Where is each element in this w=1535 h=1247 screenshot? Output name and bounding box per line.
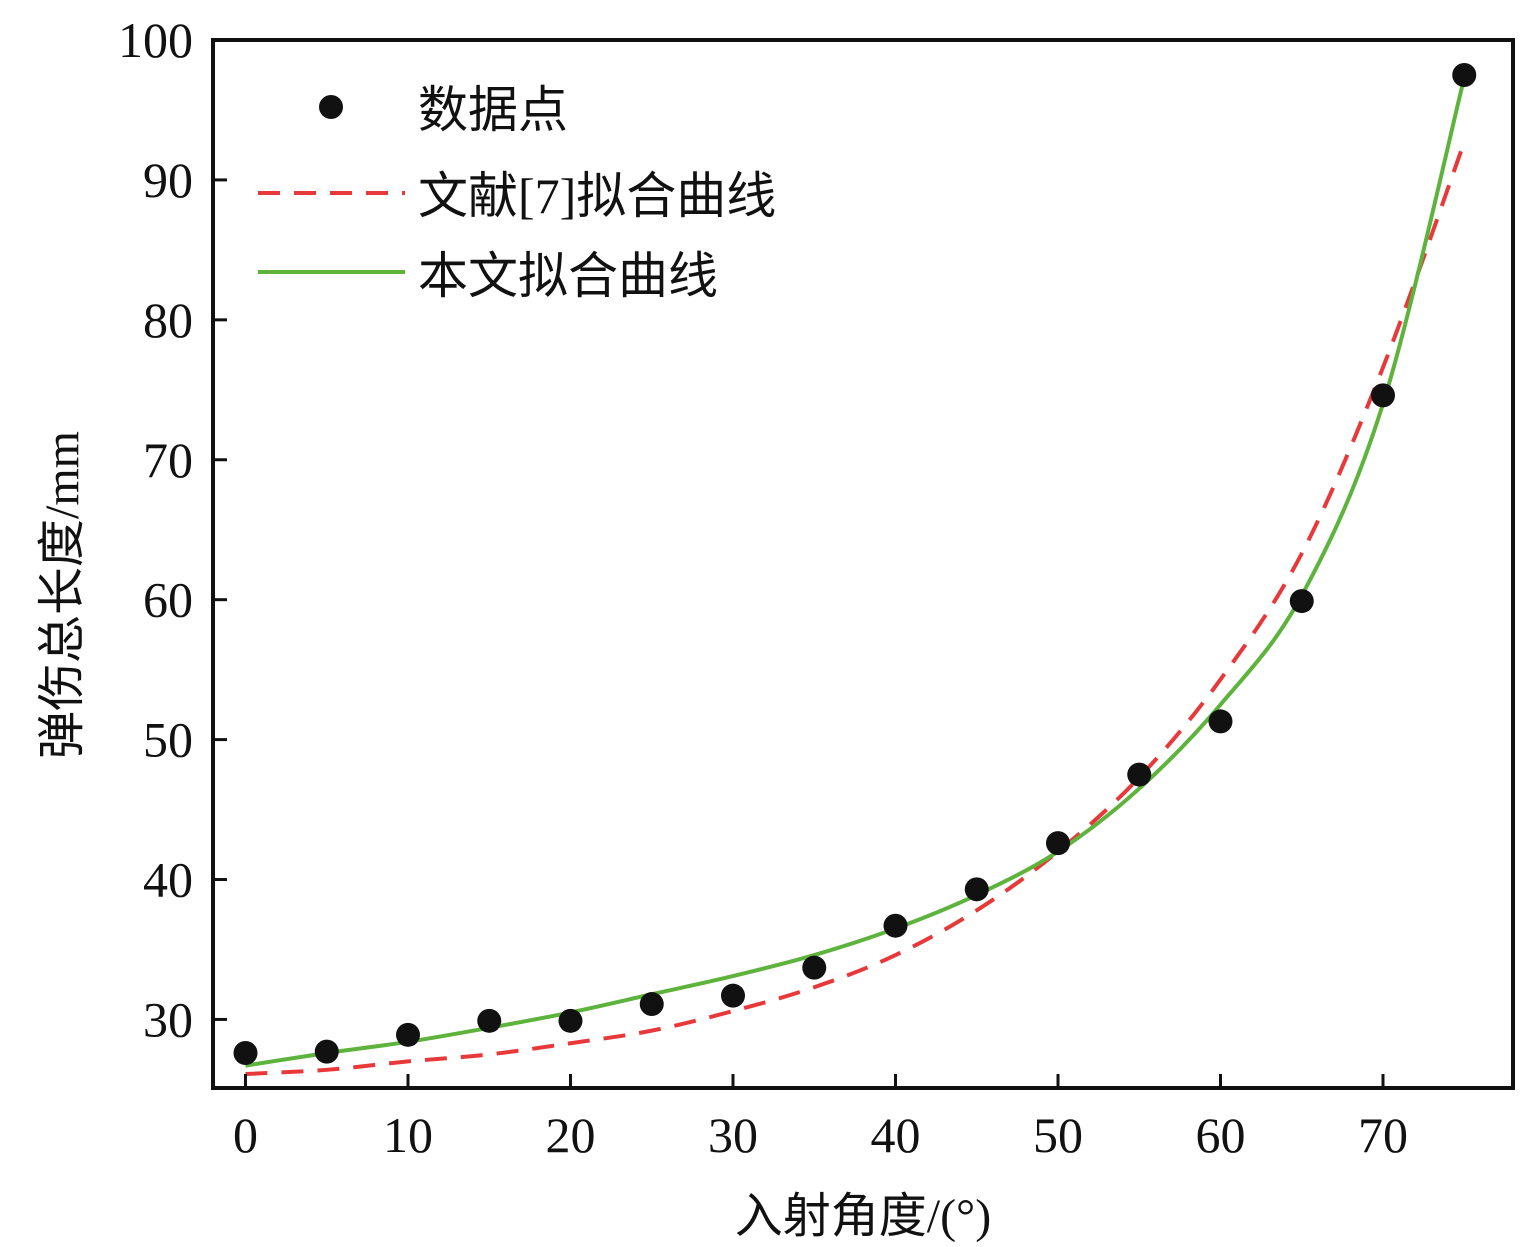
y-tick-label: 50 xyxy=(143,712,193,768)
data-point xyxy=(233,1041,258,1066)
data-point xyxy=(883,913,908,938)
y-tick-label: 70 xyxy=(143,432,193,488)
x-tick-label: 50 xyxy=(1033,1107,1083,1163)
ref7-fit-curve xyxy=(245,141,1467,1077)
data-point xyxy=(1127,762,1152,787)
data-point xyxy=(477,1008,502,1033)
data-point xyxy=(964,877,989,902)
legend-label-ref7-fit: 文献[7]拟合曲线 xyxy=(418,168,776,224)
x-tick-label: 20 xyxy=(546,1107,596,1163)
y-tick-label: 60 xyxy=(143,572,193,628)
plot-frame xyxy=(211,38,1515,1090)
data-point xyxy=(1371,383,1395,408)
x-tick-label: 30 xyxy=(708,1107,758,1163)
this-fit-curve xyxy=(245,77,1467,1068)
x-tick-label: 60 xyxy=(1196,1107,1246,1163)
data-point xyxy=(1289,589,1314,614)
legend: 数据点 文献[7]拟合曲线 本文拟合曲线 xyxy=(258,82,776,304)
data-point xyxy=(396,1022,420,1047)
data-point xyxy=(558,1008,583,1033)
y-tick-label: 80 xyxy=(143,292,193,348)
data-point xyxy=(721,983,745,1008)
data-point xyxy=(1208,709,1233,734)
data-point xyxy=(1046,831,1070,856)
legend-marker-data-points xyxy=(319,95,343,119)
data-point xyxy=(639,992,664,1017)
x-tick-label: 40 xyxy=(871,1107,921,1163)
data-point xyxy=(802,955,827,980)
legend-label-this-fit: 本文拟合曲线 xyxy=(418,248,718,304)
y-tick-label: 40 xyxy=(143,852,193,908)
x-tick-label: 70 xyxy=(1358,1107,1408,1163)
x-axis-label: 入射角度/(°) xyxy=(735,1190,992,1243)
y-axis-label: 弹伤总长度/mm xyxy=(36,431,89,759)
x-tick-label: 10 xyxy=(383,1107,433,1163)
legend-label-data-points: 数据点 xyxy=(418,82,568,138)
y-tick-label: 30 xyxy=(143,991,193,1047)
x-tick-label: 0 xyxy=(233,1107,258,1163)
data-point xyxy=(314,1039,339,1064)
data-point xyxy=(1452,62,1477,87)
y-tick-label: 90 xyxy=(143,152,193,208)
y-tick-label: 100 xyxy=(118,12,193,68)
